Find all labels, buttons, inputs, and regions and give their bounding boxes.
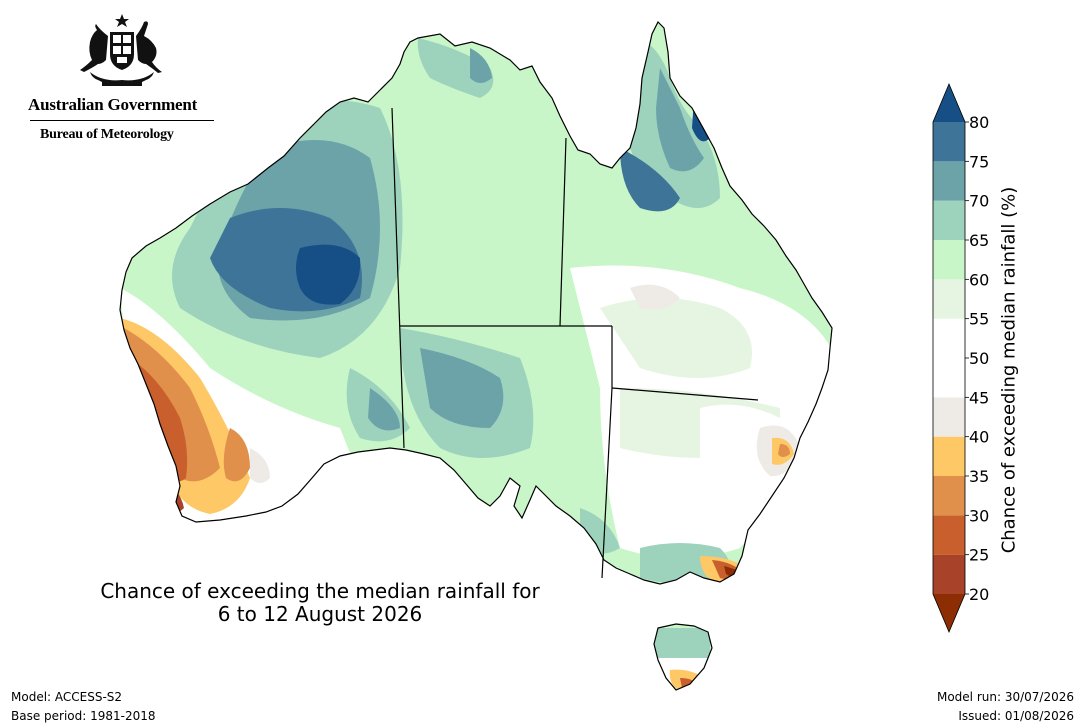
colorbar-tick-label: 75 [969, 152, 989, 171]
colorbar-tick-label: 50 [969, 349, 989, 368]
colorbar-tick-label: 80 [969, 113, 989, 132]
colorbar-bin [933, 279, 965, 319]
colorbar-bin [933, 200, 965, 240]
colorbar-bin [933, 161, 965, 201]
government-name: Australian Government [28, 95, 198, 114]
map-title: Chance of exceeding the median rainfall … [80, 580, 560, 626]
colorbar-bin [933, 436, 965, 476]
colorbar-bins [932, 82, 966, 634]
colorbar-bin [933, 122, 965, 162]
colorbar-tick-label: 55 [969, 310, 989, 329]
colorbar-tick-label: 60 [969, 270, 989, 289]
colorbar-max-triangle [933, 84, 965, 122]
australia-rainfall-map [119, 21, 833, 691]
colorbar-tick-label: 20 [969, 585, 989, 604]
colorbar-min-triangle [933, 594, 965, 632]
logo-divider [30, 120, 214, 121]
colorbar-bin [933, 515, 965, 555]
bom-logo: Australian Government Bureau of Meteorol… [22, 8, 222, 142]
colorbar-ticks: 20 25 30 35 40 45 50 55 60 65 70 75 80 [965, 113, 989, 604]
bureau-name: Bureau of Meteorology [40, 127, 174, 142]
model-run-date: Model run: 30/07/2026 [936, 690, 1074, 704]
colorbar-tick-label: 25 [969, 546, 989, 565]
colorbar-bin [933, 358, 965, 398]
coat-of-arms-icon [80, 14, 162, 86]
map-title-line1: Chance of exceeding the median rainfall … [100, 579, 540, 603]
model-name: Model: ACCESS-S2 [11, 690, 123, 704]
issued-date: Issued: 01/08/2026 [958, 709, 1074, 723]
colorbar-tick-label: 65 [969, 231, 989, 250]
colorbar-tick-label: 70 [969, 192, 989, 211]
colorbar-label: Chance of exceeding median rainfall (%) [998, 186, 1020, 554]
colorbar-tick-label: 40 [969, 428, 989, 447]
colorbar-bin [933, 476, 965, 516]
colorbar-bin [933, 240, 965, 280]
colorbar-tick-label: 30 [969, 506, 989, 525]
colorbar-legend: 20 25 30 35 40 45 50 55 60 65 70 75 80 [932, 82, 989, 634]
colorbar-bin [933, 318, 965, 358]
colorbar-tick-label: 35 [969, 467, 989, 486]
colorbar-bin [933, 554, 965, 594]
colorbar-bin [933, 397, 965, 437]
colorbar-tick-label: 45 [969, 388, 989, 407]
base-period: Base period: 1981-2018 [11, 709, 156, 723]
map-title-line2: 6 to 12 August 2026 [217, 602, 423, 626]
